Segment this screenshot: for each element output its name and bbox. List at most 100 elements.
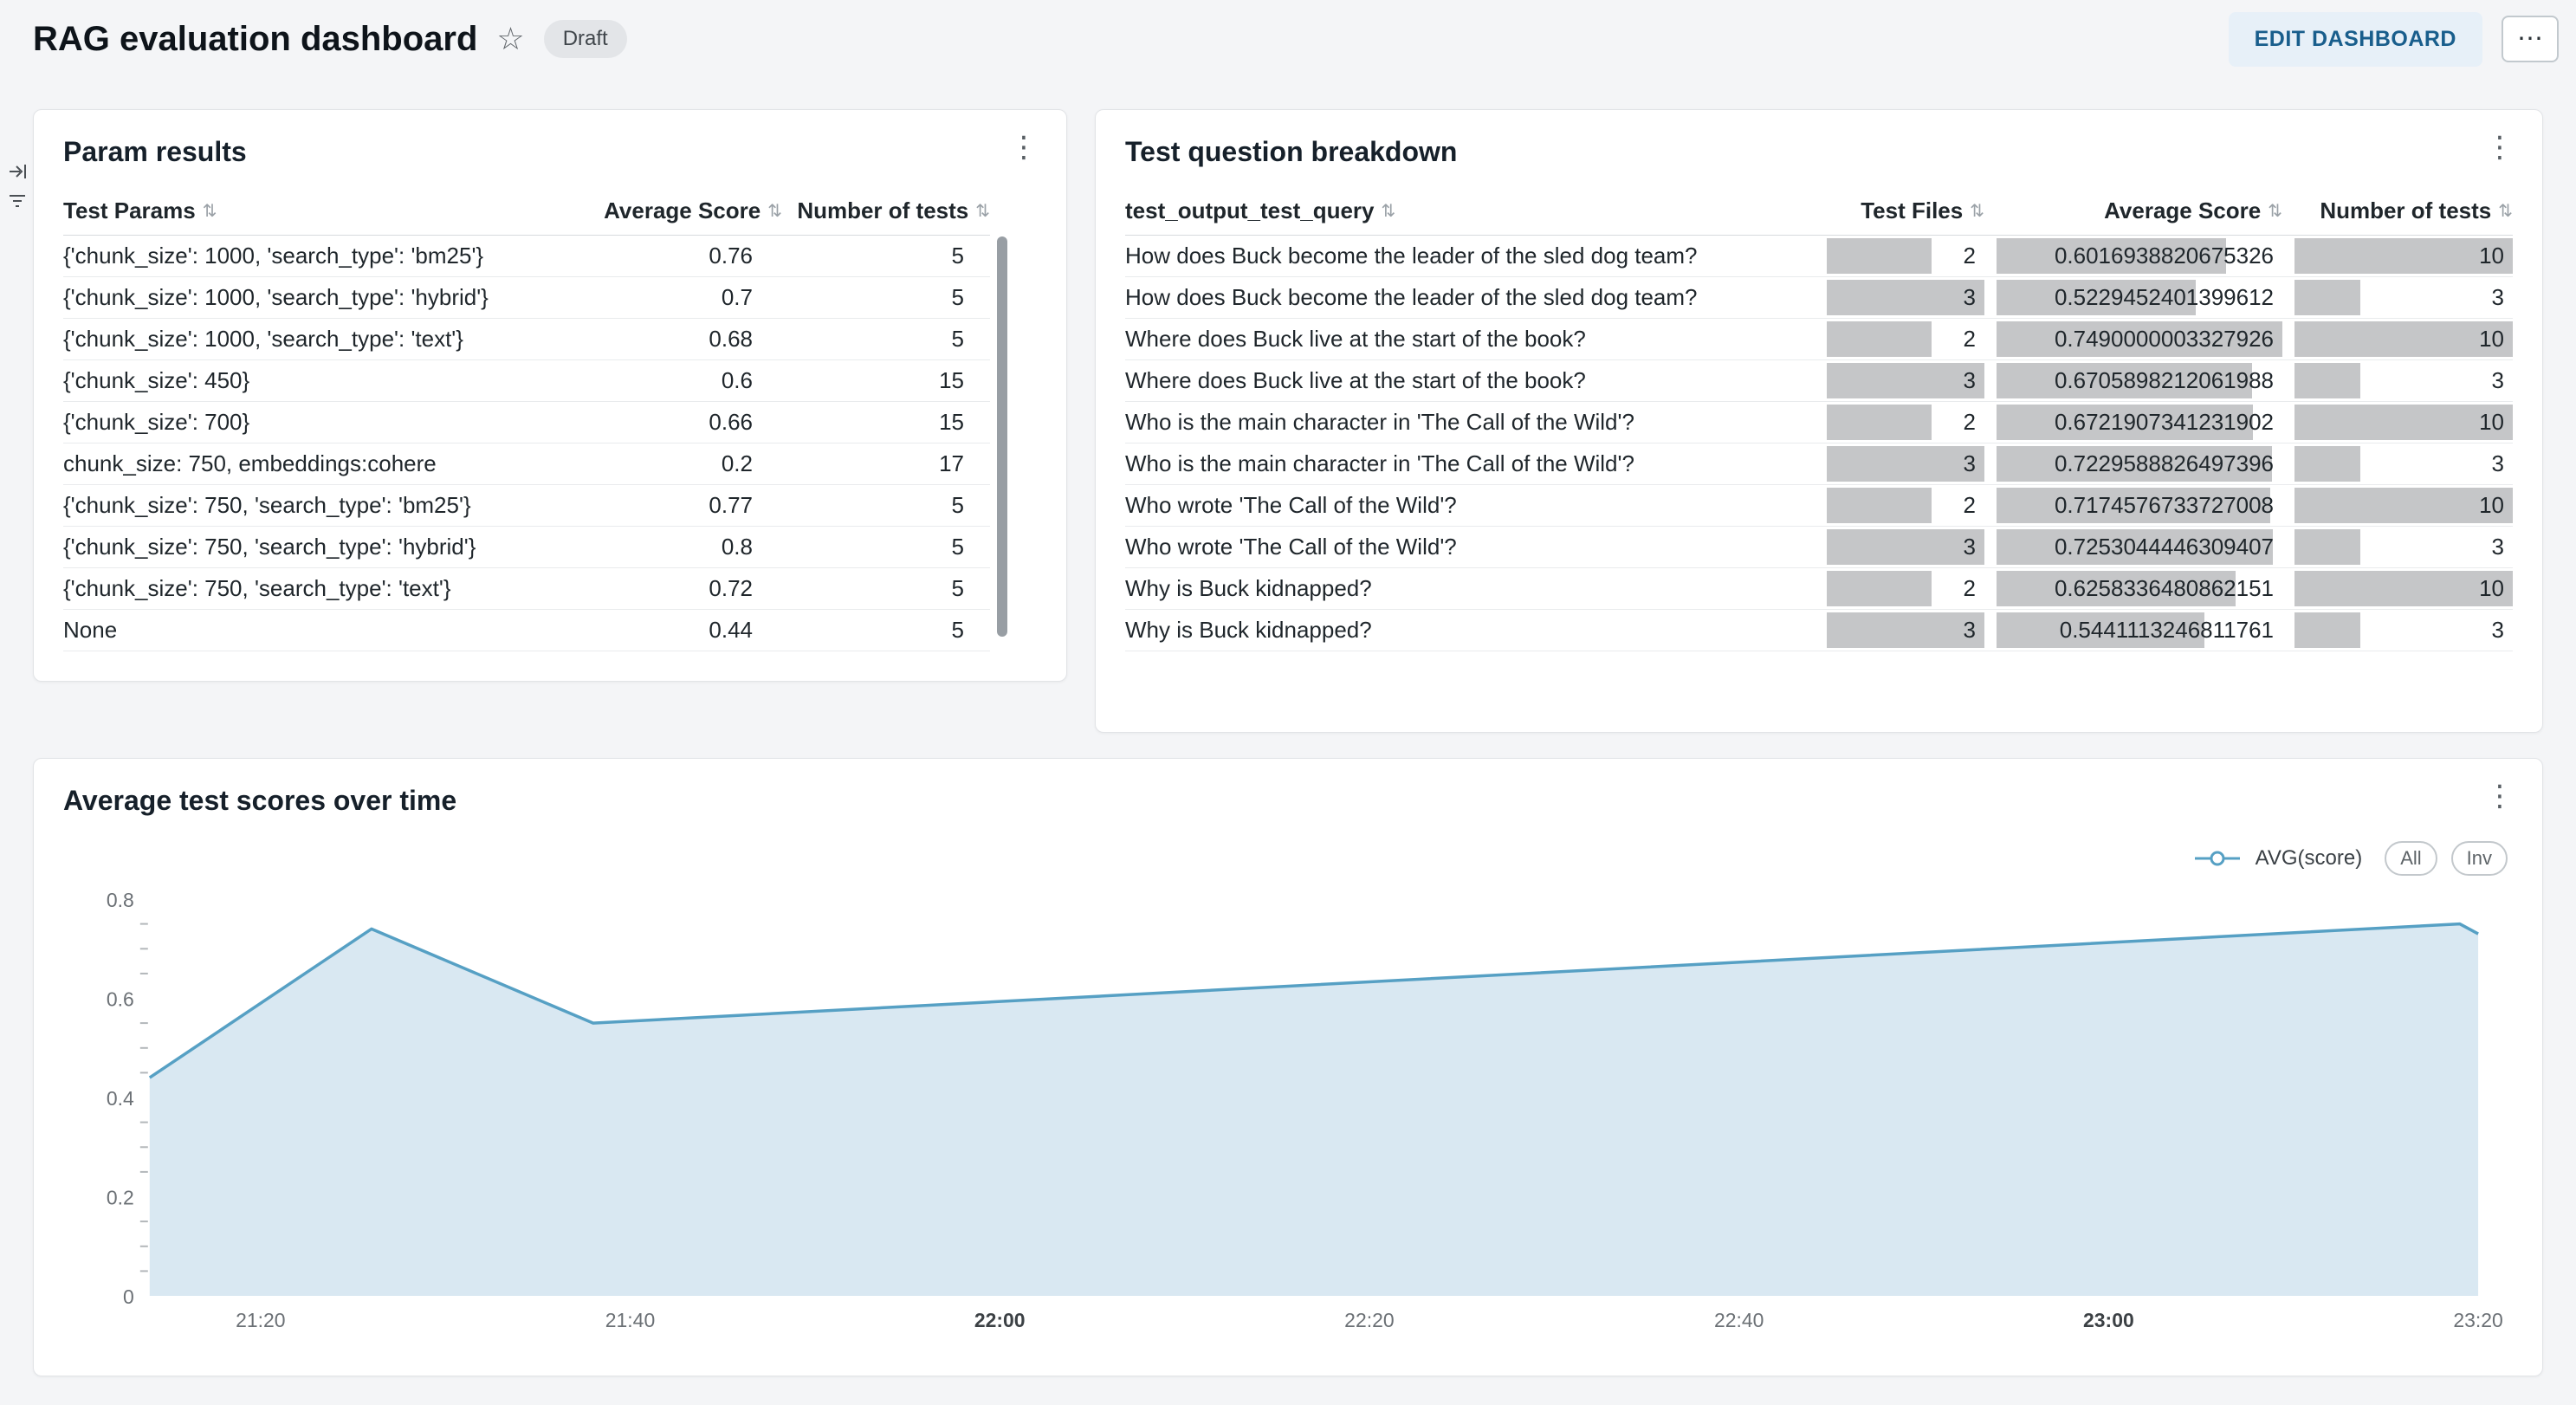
more-options-button[interactable]: ⋯: [2502, 16, 2559, 62]
cell-bar: [1827, 446, 1984, 482]
cell-bar: [1827, 238, 1932, 274]
cell-bar: [1827, 363, 1984, 398]
cell-value: 10: [2479, 492, 2504, 518]
num-tests-cell: 5: [951, 326, 964, 352]
table-row: chunk_size: 750, embeddings:cohere 0.2 17: [63, 444, 990, 485]
num-tests-cell: 5: [951, 243, 964, 269]
page-title: RAG evaluation dashboard: [33, 19, 478, 58]
column-label: Number of tests: [2320, 197, 2492, 223]
cell-value: 3: [2491, 450, 2504, 476]
column-label: Average Score: [2104, 197, 2262, 223]
line-chart[interactable]: 0 0.2 0.4 0.6 0.8 21:20 21:40 22:00 22:20 22:40 23…: [63, 889, 2513, 1361]
num-tests-cell: 5: [951, 575, 964, 601]
query-cell: Where does Buck live at the start of the…: [1125, 367, 1586, 393]
avg-score-cell: 0.6258336480862151: [1997, 568, 2282, 609]
table-row: {'chunk_size': 1000, 'search_type': 'hyb…: [63, 277, 990, 319]
test-files-cell: 3: [1827, 610, 1984, 651]
table-row: Who is the main character in 'The Call o…: [1125, 444, 2513, 485]
cell-bar: [1997, 238, 2226, 274]
panel-title: Param results: [63, 136, 247, 167]
test-files-cell: 2: [1827, 402, 1984, 443]
table-scrollbar[interactable]: [997, 236, 1007, 637]
filter-icon[interactable]: [7, 191, 28, 211]
avg-score-cell: 0.76: [709, 243, 753, 269]
cell-value: 0.7490000003327926: [2054, 326, 2274, 352]
table-row: {'chunk_size': 1000, 'search_type': 'bm2…: [63, 236, 990, 277]
cell-value: 3: [1963, 450, 1976, 476]
avg-scores-chart-panel: Average test scores over time ⋮ AVG(scor…: [33, 758, 2543, 1376]
chart-area[interactable]: 0 0.2 0.4 0.6 0.8 21:20 21:40 22:00 22:20 22:40 23…: [63, 889, 2513, 1361]
avg-score-cell: 0.7253044446309407: [1997, 527, 2282, 567]
test-files-cell: 3: [1827, 527, 1984, 567]
panel-title: Average test scores over time: [63, 785, 457, 816]
table-row: {'chunk_size': 750, 'search_type': 'bm25…: [63, 485, 990, 527]
table-row: Where does Buck live at the start of the…: [1125, 319, 2513, 360]
num-tests-cell: 3: [2294, 360, 2513, 401]
column-header-test-params[interactable]: Test Params ⇅: [63, 187, 566, 235]
cell-bar: [1997, 363, 2253, 398]
cell-bar: [1827, 571, 1932, 606]
legend-series-label: AVG(score): [2255, 846, 2363, 870]
table-body: How does Buck become the leader of the s…: [1125, 236, 2513, 651]
top-widgets-row: Param results ⋮ Test Params ⇅ Average Sc…: [33, 109, 2543, 733]
param-cell: {'chunk_size': 750, 'search_type': 'hybr…: [63, 534, 476, 560]
test-files-cell: 2: [1827, 485, 1984, 526]
test-files-cell: 3: [1827, 360, 1984, 401]
cell-value: 10: [2479, 243, 2504, 269]
table-row: {'chunk_size': 750, 'search_type': 'text…: [63, 568, 990, 610]
num-tests-cell: 3: [2294, 610, 2513, 651]
query-cell: Who is the main character in 'The Call o…: [1125, 450, 1634, 476]
sort-icon: ⇅: [202, 202, 217, 221]
star-icon[interactable]: ☆: [496, 21, 525, 56]
table-header-row: Test Params ⇅ Average Score ⇅ Number of …: [63, 187, 990, 236]
cell-bar: [2294, 612, 2360, 648]
legend-inv-button[interactable]: Inv: [2450, 841, 2508, 876]
collapse-panel-icon[interactable]: [7, 161, 28, 182]
cell-bar: [2294, 446, 2360, 482]
avg-score-cell: 0.6721907341231902: [1997, 402, 2282, 443]
param-cell: {'chunk_size': 750, 'search_type': 'text…: [63, 575, 451, 601]
num-tests-cell: 5: [951, 534, 964, 560]
cell-value: 2: [1963, 409, 1976, 435]
cell-value: 10: [2479, 575, 2504, 601]
y-axis-label: 0.4: [107, 1087, 134, 1110]
cell-value: 2: [1963, 492, 1976, 518]
avg-score-cell: 0.7174576733727008: [1997, 485, 2282, 526]
kebab-menu-icon[interactable]: ⋮: [2485, 131, 2515, 164]
num-tests-cell: 15: [939, 409, 964, 435]
table-row: {'chunk_size': 1000, 'search_type': 'tex…: [63, 319, 990, 360]
legend-all-button[interactable]: All: [2385, 841, 2437, 876]
cell-value: 3: [1963, 284, 1976, 310]
cell-bar: [2294, 488, 2513, 523]
x-axis-label: 21:20: [236, 1309, 285, 1331]
test-files-cell: 2: [1827, 568, 1984, 609]
column-header-test-files[interactable]: Test Files ⇅: [1827, 187, 1984, 235]
avg-score-cell: 0.6705898212061988: [1997, 360, 2282, 401]
query-cell: Why is Buck kidnapped?: [1125, 575, 1372, 601]
test-question-breakdown-panel: Test question breakdown ⋮ test_output_te…: [1095, 109, 2543, 733]
column-header-test-output-test-query[interactable]: test_output_test_query ⇅: [1125, 187, 1816, 235]
test-files-cell: 3: [1827, 277, 1984, 318]
cell-bar: [1997, 446, 2273, 482]
column-header-average-score[interactable]: Average Score ⇅: [1997, 187, 2282, 235]
num-tests-cell: 10: [2294, 319, 2513, 359]
param-cell: None: [63, 617, 118, 643]
avg-score-cell: 0.66: [709, 409, 753, 435]
dashboard-header: RAG evaluation dashboard ☆ Draft EDIT DA…: [0, 0, 2576, 78]
kebab-menu-icon[interactable]: ⋮: [2485, 780, 2515, 813]
num-tests-cell: 3: [2294, 527, 2513, 567]
param-cell: chunk_size: 750, embeddings:cohere: [63, 450, 437, 476]
cell-value: 0.6705898212061988: [2054, 367, 2274, 393]
column-header-average-score[interactable]: Average Score ⇅: [566, 187, 782, 235]
table-row: None 0.44 5: [63, 610, 990, 651]
column-label: test_output_test_query: [1125, 197, 1375, 223]
cell-value: 2: [1963, 575, 1976, 601]
cell-bar: [1997, 321, 2282, 357]
kebab-menu-icon[interactable]: ⋮: [1009, 131, 1039, 164]
edit-dashboard-button[interactable]: EDIT DASHBOARD: [2228, 11, 2482, 67]
table-row: {'chunk_size': 700} 0.66 15: [63, 402, 990, 444]
cell-value: 2: [1963, 243, 1976, 269]
column-header-number-of-tests[interactable]: Number of tests ⇅: [2294, 187, 2513, 235]
column-header-number-of-tests[interactable]: Number of tests ⇅: [782, 187, 990, 235]
table-row: How does Buck become the leader of the s…: [1125, 277, 2513, 319]
